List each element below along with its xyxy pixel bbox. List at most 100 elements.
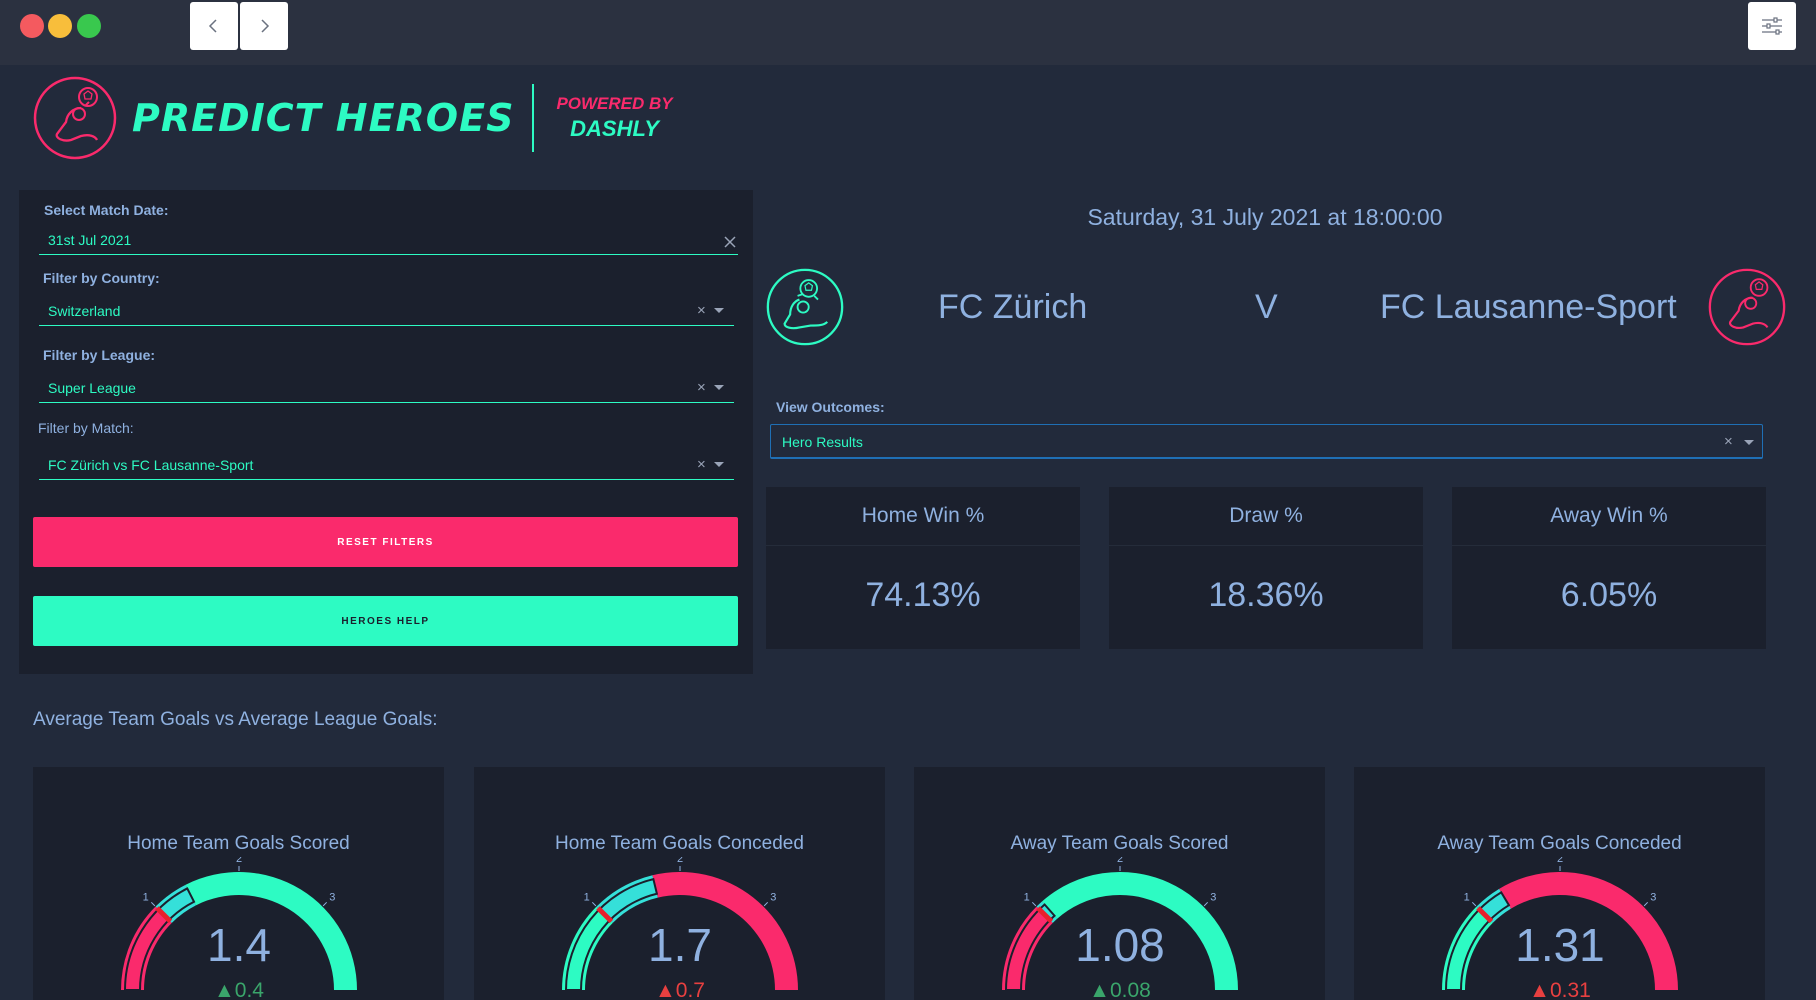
gauge-step-low — [562, 906, 613, 990]
match-value: FC Zürich vs FC Lausanne-Sport — [48, 457, 254, 473]
gauge-chart: 1 2 3 1.31 ▲0.31 — [1442, 857, 1678, 1000]
gauge-tick-label: 3 — [770, 892, 776, 904]
gauge-value-bar — [564, 877, 659, 991]
versus-label: V — [1255, 288, 1278, 326]
clear-outcomes-icon[interactable]: × — [1724, 433, 1733, 450]
gauge-tick-label: 2 — [236, 857, 242, 865]
gauge-card-away-conceded: Away Team Goals Conceded 1 2 3 1.31 ▲0.31 — [1354, 767, 1765, 1000]
gauge-delta: ▲0.4 — [214, 979, 264, 1000]
gauge-value-bar — [1004, 903, 1056, 991]
clear-date-icon[interactable] — [724, 236, 736, 248]
gauge-threshold-marker — [596, 906, 614, 924]
gauge-value: 1.4 — [207, 919, 271, 971]
forward-button[interactable] — [240, 2, 288, 50]
gauge-tick — [322, 901, 328, 907]
gauge-step-high — [652, 872, 798, 990]
match-date-input[interactable]: 31st Jul 2021 — [39, 225, 738, 255]
gauge-card-home-scored: Home Team Goals Scored 1 2 3 1.4 ▲0.4 — [33, 767, 444, 1000]
brand-divider — [532, 84, 535, 152]
gauge-step-low — [1442, 906, 1493, 990]
outcomes-select[interactable]: Hero Results × — [770, 424, 1763, 459]
outcomes-label: View Outcomes: — [776, 399, 885, 415]
gauge-threshold-marker — [155, 906, 173, 924]
stat-value: 18.36% — [1208, 576, 1324, 614]
chevron-down-icon[interactable] — [714, 308, 724, 313]
gauge-delta: ▲0.31 — [1529, 979, 1591, 1000]
powered-by: POWERED BY DASHLY — [556, 94, 672, 142]
gauge-step-high — [1499, 872, 1678, 990]
window-titlebar — [0, 0, 1816, 65]
gauge-tick — [150, 901, 156, 907]
gauge-card-away-scored: Away Team Goals Scored 1 2 3 1.08 ▲0.08 — [914, 767, 1325, 1000]
heroes-help-button[interactable]: HEROES HELP — [33, 596, 738, 646]
clear-match-icon[interactable]: × — [697, 456, 706, 473]
chevron-down-icon[interactable] — [714, 385, 724, 390]
gauge-threshold-marker — [1036, 906, 1054, 924]
away-win-card: Away Win % 6.05% — [1452, 487, 1766, 649]
stat-value: 6.05% — [1560, 576, 1658, 614]
gauge-tick-label: 2 — [1117, 857, 1123, 865]
chevron-down-icon[interactable] — [1744, 440, 1754, 445]
gauge-tick-label: 1 — [143, 892, 149, 904]
home-win-card: Home Win % 74.13% — [766, 487, 1080, 649]
gauge-tick-label: 1 — [584, 892, 590, 904]
powered-by-brand: DASHLY — [570, 116, 659, 141]
maximize-window-button[interactable] — [77, 14, 101, 38]
gauge-tick-label: 2 — [1557, 857, 1563, 865]
gauge-tick-label: 3 — [1210, 892, 1216, 904]
goalkeeper-icon — [33, 76, 117, 160]
gauge-tick — [763, 901, 769, 907]
gauge-value-bar — [1444, 890, 1511, 991]
gauge-tick-label: 1 — [1464, 892, 1470, 904]
brand-title: PREDICT HEROES — [132, 96, 515, 140]
gauge-title: Home Team Goals Scored — [127, 833, 350, 854]
gauge-tick — [1643, 901, 1649, 907]
date-label: Select Match Date: — [44, 202, 169, 218]
gauge-delta: ▲0.08 — [1089, 979, 1151, 1000]
chevron-down-icon[interactable] — [714, 462, 724, 467]
gauge-tick — [591, 901, 597, 907]
gauge-value: 1.31 — [1515, 919, 1605, 971]
clear-league-icon[interactable]: × — [697, 379, 706, 396]
gauge-chart: 1 2 3 1.7 ▲0.7 — [562, 857, 798, 1000]
gauge-tick — [1471, 901, 1477, 907]
brand-header: PREDICT HEROES POWERED BY DASHLY — [33, 76, 673, 160]
gauge-chart: 1 2 3 1.4 ▲0.4 — [121, 857, 357, 1000]
gauge-tick-label: 3 — [329, 892, 335, 904]
settings-button[interactable] — [1748, 2, 1796, 50]
gauge-step-low — [1002, 906, 1053, 990]
gauge-tick-label: 1 — [1024, 892, 1030, 904]
gauge-tick — [1203, 901, 1209, 907]
gauge-title: Away Team Goals Scored — [1010, 833, 1229, 854]
section-title: Average Team Goals vs Average League Goa… — [33, 709, 438, 730]
filter-panel: Select Match Date: 31st Jul 2021 Filter … — [19, 190, 753, 674]
gauge-step-high — [1041, 872, 1238, 990]
stat-label: Draw % — [1109, 487, 1423, 546]
gauge-value-bar — [123, 887, 196, 991]
country-label: Filter by Country: — [43, 270, 160, 286]
chevron-right-icon — [261, 19, 270, 33]
gauge-value: 1.7 — [648, 919, 712, 971]
country-value: Switzerland — [48, 303, 121, 319]
country-select[interactable]: Switzerland × — [39, 296, 734, 326]
gauge-delta: ▲0.7 — [655, 979, 705, 1000]
powered-by-label: POWERED BY — [556, 94, 673, 113]
gauge-title: Home Team Goals Conceded — [555, 833, 804, 854]
gauge-step-mid — [596, 875, 658, 923]
clear-country-icon[interactable]: × — [697, 302, 706, 319]
league-label: Filter by League: — [43, 347, 156, 363]
draw-card: Draw % 18.36% — [1109, 487, 1423, 649]
close-window-button[interactable] — [20, 14, 44, 38]
chevron-left-icon — [208, 19, 217, 33]
home-team-logo-icon — [766, 268, 844, 346]
gauge-tick — [1031, 901, 1037, 907]
gauge-tick-label: 2 — [677, 857, 683, 865]
match-select[interactable]: FC Zürich vs FC Lausanne-Sport × — [39, 450, 734, 480]
home-team-name: FC Zürich — [938, 288, 1088, 326]
minimize-window-button[interactable] — [48, 14, 72, 38]
gauge-value: 1.08 — [1075, 919, 1165, 971]
match-datetime: Saturday, 31 July 2021 at 18:00:00 — [1087, 204, 1443, 230]
back-button[interactable] — [190, 2, 238, 50]
reset-filters-button[interactable]: RESET FILTERS — [33, 517, 738, 567]
league-select[interactable]: Super League × — [39, 373, 734, 403]
